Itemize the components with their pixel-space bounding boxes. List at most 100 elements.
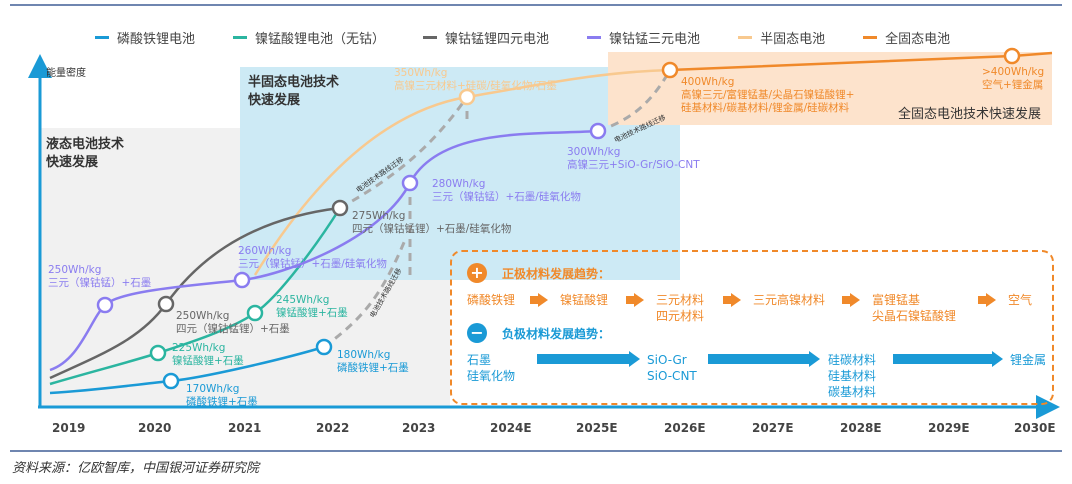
arrow-right-icon [842,292,860,308]
legend-item: 全固态电池 [863,28,950,47]
node-ncm2 [233,271,251,289]
node-material: 空气+锂金属 [982,79,1044,91]
node-label-ncm4: 300Wh/kg 高镍三元+SiO-Gr/SiO-CNT [567,146,700,172]
node-label-ncm3: 280Wh/kg 三元（镍钴锰）+石墨/硅氧化物 [432,178,581,204]
arrow-right-icon [708,351,820,367]
node-material: 镍锰酸锂+石墨 [276,307,348,319]
legend-label: 全固态电池 [885,32,951,47]
source-note: 资料来源：亿欧智库，中国银河证券研究院 [12,461,260,476]
node-semi1 [458,88,476,106]
node-value: >400Wh/kg [982,66,1045,78]
node-label-lfp1: 170Wh/kg 磷酸铁锂+石墨 [186,383,258,409]
liquid-region-right [240,280,450,406]
node-value: 250Wh/kg [176,310,230,322]
legend-label: 半固态电池 [760,32,826,47]
anode-stage: 锂金属 [1010,353,1047,367]
node-label-lmfp2: 245Wh/kg 镍锰酸锂+石墨 [276,294,348,320]
legend-label: 镍锰酸锂电池（无钴） [255,32,386,47]
node-label-lfp2: 180Wh/kg 磷酸铁锂+石墨 [337,349,409,375]
node-lmfp1 [149,344,167,362]
legend-item: 磷酸铁锂电池 [95,28,195,47]
legend-item: 半固态电池 [738,28,825,47]
year-tick-label: 2022 [316,421,350,435]
legend-swatch [738,36,753,39]
legend-item: 镍锰酸锂电池（无钴） [233,28,385,47]
anode-stage: 石墨 硅氧化物 [467,353,516,383]
node-value: 400Wh/kg [681,76,735,88]
node-quad2 [331,199,349,217]
node-material: 三元（镍钴锰）+石墨/硅氧化物 [238,258,387,270]
node-ncm1 [96,296,114,314]
legend-swatch [587,36,602,39]
legend-item: 镍钴锰三元电池 [587,28,700,47]
node-value: 260Wh/kg [238,245,292,257]
year-tick-label: 2026E [664,421,706,435]
node-value: 250Wh/kg [48,264,102,276]
semi-region [240,67,680,280]
node-material: 镍锰酸锂+石墨 [172,355,244,367]
node-material: 三元（镍钴锰）+石墨/硅氧化物 [432,191,581,203]
arrow-right-icon [723,292,741,308]
node-label-quad1: 250Wh/kg 四元（镍钴锰锂）+石墨 [176,310,290,336]
migration-dash [339,96,469,210]
node-value: 245Wh/kg [276,294,330,306]
node-ncm4 [589,122,607,140]
top-rule [10,4,1062,6]
node-value: 280Wh/kg [432,178,486,190]
node-value: 300Wh/kg [567,146,621,158]
year-tick-label: 2020 [138,421,172,435]
year-tick-label: 2021 [228,421,262,435]
year-tick-label: 2025E [576,421,618,435]
node-material: 磷酸铁锂+石墨 [186,396,258,408]
node-value: 170Wh/kg [186,383,240,395]
node-label-semi1: 350Wh/kg 高镍三元材料+硅碳/硅氧化物/石墨 [394,67,557,93]
year-tick-label: 2029E [928,421,970,435]
legend-label: 镍钴锰三元电池 [609,32,701,47]
anode-stage: SiO-Gr SiO-CNT [647,353,697,383]
legend-swatch [233,36,248,39]
solid-region-title: 全固态电池技术快速发展 [898,107,1042,122]
year-tick-label: 2030E [1014,421,1056,435]
node-label-solid2: >400Wh/kg 空气+锂金属 [982,66,1044,92]
node-quad1 [157,295,175,313]
arrow-right-icon [530,292,548,308]
bottom-rule [10,450,1062,452]
node-lfp1 [162,372,180,390]
year-tick-label: 2023 [402,421,436,435]
arrow-right-icon [893,351,1003,367]
node-value: 350Wh/kg [394,67,448,79]
cathode-stage: 三元材料 四元材料 [656,293,705,323]
node-label-solid1: 400Wh/kg 高镍三元/富锂锰基/尖晶石镍锰酸锂+ 硅基材料/碳基材料/锂金属… [681,76,854,115]
cathode-trend-title: 正极材料发展趋势： [502,267,611,281]
plus-icon: + [467,263,487,283]
node-lfp2 [315,338,333,356]
semi-region-title: 半固态电池技术 快速发展 [248,75,340,108]
year-tick-label: 2019 [52,421,86,435]
node-label-ncm2: 260Wh/kg 三元（镍钴锰）+石墨/硅氧化物 [238,245,387,271]
migration-dash [597,69,672,133]
legend-swatch [423,36,438,39]
cathode-stage: 磷酸铁锂 [467,293,516,307]
arrow-right-icon [537,351,640,367]
cathode-stage: 富锂锰基 尖晶石镍锰酸锂 [872,293,957,323]
anode-stage: 硅碳材料 硅基材料 碳基材料 [828,353,877,399]
cathode-stage: 镍锰酸锂 [560,293,609,307]
material-trends-box [450,250,1054,405]
node-solid2 [1003,47,1021,65]
year-tick-label: 2027E [752,421,794,435]
node-material: 四元（镍钴锰锂）+石墨/硅氧化物 [352,223,512,235]
legend-swatch [95,36,109,39]
node-value: 180Wh/kg [337,349,391,361]
legend-label: 镍钴锰锂四元电池 [445,32,550,47]
liquid-region-title: 液态电池技术 快速发展 [46,137,125,170]
migration-dash [323,239,407,349]
node-lmfp2 [246,304,264,322]
y-axis-label: 能量密度 [46,68,86,79]
arrow-right-icon [626,292,644,308]
node-label-lmfp1: 225Wh/kg 镍锰酸锂+石墨 [172,342,244,368]
node-material: 高镍三元/富锂锰基/尖晶石镍锰酸锂+ 硅基材料/碳基材料/锂金属/硅碳材料 [681,89,855,114]
node-ncm3 [401,174,419,192]
year-tick-label: 2024E [490,421,532,435]
legend-item: 镍钴锰锂四元电池 [423,28,549,47]
